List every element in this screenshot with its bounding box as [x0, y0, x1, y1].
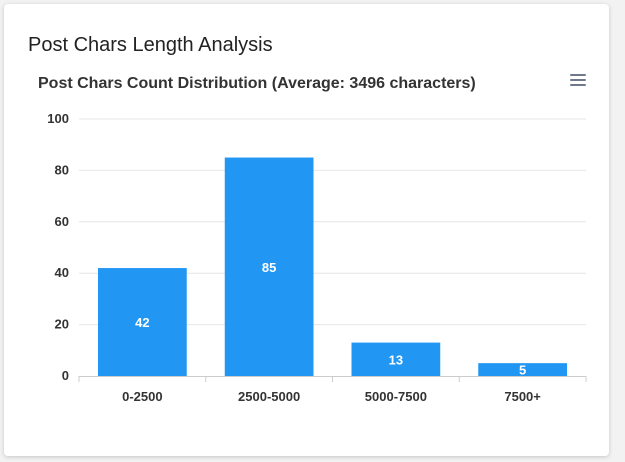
y-tick-label: 20: [55, 317, 69, 332]
y-tick-label: 40: [55, 265, 69, 280]
data-label: 5: [519, 363, 526, 378]
y-tick-label: 0: [62, 368, 69, 383]
bar: [478, 363, 567, 376]
card-title: Post Chars Length Analysis: [28, 34, 273, 56]
bar: [351, 342, 441, 376]
data-label: 42: [135, 315, 149, 330]
y-tick-label: 60: [55, 214, 69, 229]
bar: [224, 157, 314, 376]
bar: [98, 268, 187, 376]
data-label: 13: [389, 352, 403, 367]
y-tick-label: 80: [55, 162, 69, 177]
hamburger-menu-icon[interactable]: [570, 74, 586, 88]
x-tick-label: 2500-5000: [238, 389, 300, 404]
chart-title: Post Chars Count Distribution (Average: …: [38, 75, 476, 92]
x-tick-label: 0-2500: [122, 389, 162, 404]
data-label: 85: [262, 260, 276, 275]
y-tick-label: 100: [47, 111, 69, 126]
x-tick-label: 7500+: [504, 389, 541, 404]
x-tick-label: 5000-7500: [365, 389, 427, 404]
